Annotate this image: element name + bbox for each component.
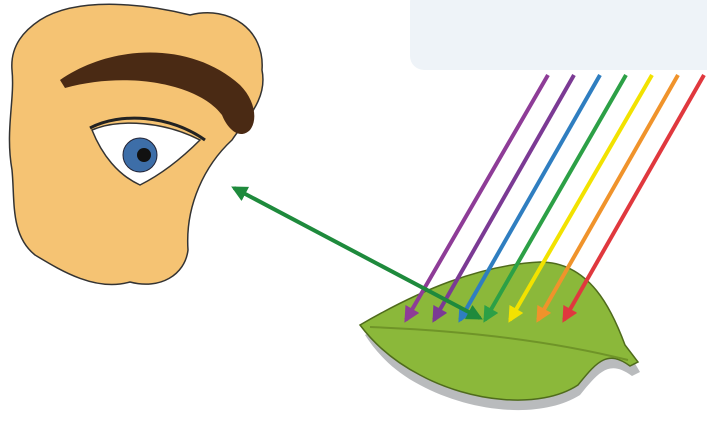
eyelid — [89, 116, 206, 142]
leaf-vein — [369, 326, 629, 361]
ray-green — [483, 74, 628, 323]
ray-blue — [458, 74, 602, 323]
pupil — [137, 148, 151, 162]
eyebrow — [60, 52, 255, 135]
leaf — [358, 261, 640, 401]
ray-yellow — [508, 73, 654, 323]
caption-box — [410, 0, 707, 70]
reflected-ray — [231, 186, 483, 320]
ray-orange — [536, 74, 680, 323]
ray-red — [562, 74, 706, 323]
